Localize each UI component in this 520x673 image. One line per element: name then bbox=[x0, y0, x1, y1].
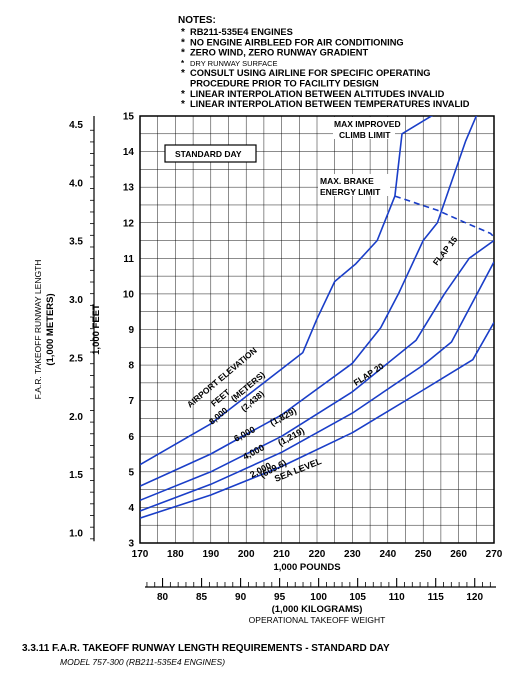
note-text-6: LINEAR INTERPOLATION BETWEEN ALTITUDES I… bbox=[190, 89, 445, 99]
y-tick-label-4: 4 bbox=[128, 503, 134, 514]
kg-tick-label-80: 80 bbox=[157, 592, 169, 603]
x-axis-label: 1,000 POUNDS bbox=[273, 562, 340, 573]
brake-label-bg bbox=[318, 174, 390, 196]
note-bullet-0: * bbox=[181, 27, 185, 38]
series-label-6000: 6,000 bbox=[232, 424, 257, 443]
note-bullet-6: * bbox=[181, 89, 185, 100]
kg-tick-label-100: 100 bbox=[310, 592, 327, 603]
y-tick-label-11: 11 bbox=[123, 254, 134, 265]
x-tick-label-180: 180 bbox=[167, 549, 184, 560]
condition-label: STANDARD DAY bbox=[175, 149, 242, 159]
limit-line-1 bbox=[394, 116, 433, 197]
meters-tick-label-4.5: 4.5 bbox=[69, 120, 83, 131]
axes: 170 180 190 200 210 220 230 240 250 260 270 1,000 P… bbox=[33, 112, 503, 626]
x-tick-label-260: 260 bbox=[450, 549, 467, 560]
note-bullet-7: * bbox=[181, 99, 185, 110]
note-text-1: NO ENGINE AIRBLEED FOR AIR CONDITIONING bbox=[190, 37, 404, 47]
x-tick-label-270: 270 bbox=[486, 549, 503, 560]
climb-limit-label-1: MAX IMPROVED bbox=[334, 119, 401, 129]
y-tick-label-14: 14 bbox=[123, 147, 135, 158]
note-bullet-1: * bbox=[181, 37, 185, 48]
y-axis-label: 1,000 FEET bbox=[91, 304, 102, 355]
x-tick-label-240: 240 bbox=[379, 549, 396, 560]
y-tick-label-3: 3 bbox=[128, 539, 134, 550]
note-text-4: CONSULT USING AIRLINE FOR SPECIFIC OPERA… bbox=[190, 68, 431, 78]
series-line-3 bbox=[140, 116, 478, 487]
note-text-3: DRY RUNWAY SURFACE bbox=[190, 59, 278, 68]
x-tick-label-170: 170 bbox=[132, 549, 149, 560]
series-label-6000-m: (1,829) bbox=[268, 406, 298, 428]
note-text-0: RB211-535E4 ENGINES bbox=[190, 27, 293, 37]
kg-tick-label-120: 120 bbox=[466, 592, 483, 603]
meters-tick-label-3.0: 3.0 bbox=[69, 295, 83, 306]
series-label-4000-m: (1,219) bbox=[276, 426, 306, 448]
notes-title: NOTES: bbox=[178, 15, 216, 26]
y-tick-label-8: 8 bbox=[128, 361, 134, 372]
kg-tick-label-105: 105 bbox=[349, 592, 366, 603]
y-tick-label-5: 5 bbox=[128, 467, 134, 478]
climb-limit-dash-overlay bbox=[437, 111, 451, 113]
x-tick-label-230: 230 bbox=[344, 549, 361, 560]
series-label-8000: 8,000 bbox=[207, 405, 230, 427]
flap-15-label: FLAP 15 bbox=[431, 234, 460, 267]
climb-label-bg bbox=[333, 117, 395, 139]
note-text-2: ZERO WIND, ZERO RUNWAY GRADIENT bbox=[190, 48, 369, 58]
x-tick-label-210: 210 bbox=[273, 549, 290, 560]
condition-box bbox=[164, 144, 257, 163]
x-tick-label-190: 190 bbox=[202, 549, 219, 560]
kg-axis-label: (1,000 KILOGRAMS) bbox=[272, 604, 363, 615]
series-line-0 bbox=[140, 322, 494, 519]
x-tick-label-200: 200 bbox=[238, 549, 255, 560]
note-text-7: LINEAR INTERPOLATION BETWEEN TEMPERATURE… bbox=[190, 99, 470, 109]
kg-tick-label-110: 110 bbox=[389, 592, 406, 603]
climb-limit-label-2: CLIMB LIMIT bbox=[339, 130, 391, 140]
meters-tick-label-1.5: 1.5 bbox=[69, 470, 83, 481]
kg-tick-label-85: 85 bbox=[196, 592, 208, 603]
kg-axis-caption: OPERATIONAL TAKEOFF WEIGHT bbox=[249, 615, 386, 625]
kg-tick-label-115: 115 bbox=[428, 592, 445, 603]
series-line-1 bbox=[140, 261, 494, 512]
series-lines bbox=[140, 111, 494, 519]
meters-tick-label-1.0: 1.0 bbox=[69, 529, 83, 540]
meters-tick-label-2.5: 2.5 bbox=[69, 353, 83, 364]
limit-line-0 bbox=[394, 195, 494, 238]
plot-frame bbox=[139, 115, 495, 544]
brake-limit-label-1: MAX. BRAKE bbox=[320, 176, 374, 186]
figure-caption: 3.3.11 F.A.R. TAKEOFF RUNWAY LENGTH REQU… bbox=[22, 643, 390, 654]
y-tick-label-13: 13 bbox=[123, 183, 135, 194]
x-tick-label-250: 250 bbox=[415, 549, 432, 560]
brake-limit-label-2: ENERGY LIMIT bbox=[320, 187, 381, 197]
meters-axis-units: (1,000 METERS) bbox=[45, 293, 56, 365]
meters-tick-label-3.5: 3.5 bbox=[69, 237, 83, 248]
note-text-5: PROCEDURE PRIOR TO FACILITY DESIGN bbox=[190, 79, 379, 89]
meters-tick-label-4.0: 4.0 bbox=[69, 178, 83, 189]
series-label-4000: 4,000 bbox=[241, 442, 266, 461]
note-bullet-4: * bbox=[181, 68, 185, 79]
notes-block: NOTES:* RB211-535E4 ENGINES* NO ENGINE AIR… bbox=[178, 15, 470, 110]
figure-subcaption: MODEL 757-300 (RB211-535E4 ENGINES) bbox=[60, 657, 226, 667]
y-tick-label-12: 12 bbox=[123, 218, 135, 229]
y-tick-label-7: 7 bbox=[128, 396, 134, 407]
kg-tick-label-90: 90 bbox=[235, 592, 247, 603]
note-bullet-2: * bbox=[181, 48, 185, 59]
meters-tick-label-2.0: 2.0 bbox=[69, 412, 83, 423]
kg-tick-label-95: 95 bbox=[274, 592, 286, 603]
y-tick-label-15: 15 bbox=[123, 112, 135, 123]
x-tick-label-220: 220 bbox=[309, 549, 326, 560]
series-line-4 bbox=[140, 195, 396, 466]
y-tick-label-10: 10 bbox=[123, 289, 135, 300]
note-bullet-3: * bbox=[181, 59, 185, 68]
y-tick-label-9: 9 bbox=[128, 325, 134, 336]
flap-20-label: FLAP 20 bbox=[352, 361, 386, 388]
meters-axis-label: F.A.R. TAKEOFF RUNWAY LENGTH bbox=[33, 260, 43, 400]
series-line-2 bbox=[140, 239, 494, 502]
y-tick-label-6: 6 bbox=[128, 432, 134, 443]
